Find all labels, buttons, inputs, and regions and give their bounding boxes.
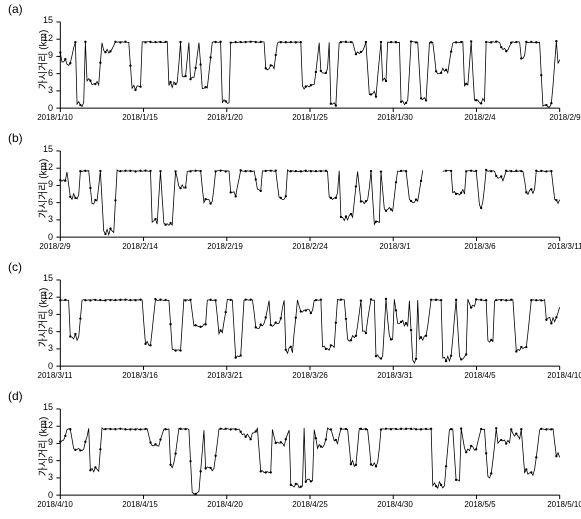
chart-area-d — [55, 407, 565, 495]
xtick-label: 2018/4/15 — [122, 500, 158, 509]
xtick-label: 2018/2/19 — [207, 242, 243, 251]
xtick-label: 2018/1/25 — [292, 113, 328, 122]
xtick-label: 2018/1/15 — [122, 113, 158, 122]
ytick-label: 3 — [33, 473, 53, 482]
panel-label-d: (d) — [8, 389, 23, 403]
ytick-label: 12 — [33, 421, 53, 430]
chart-svg-a — [55, 20, 565, 114]
ytick-label: 9 — [33, 309, 53, 318]
ytick-label: 15 — [33, 16, 53, 25]
xtick-label: 2018/2/9 — [39, 242, 70, 251]
ytick-label: 6 — [33, 198, 53, 207]
xtick-label: 2018/5/5 — [464, 500, 495, 509]
ytick-label: 15 — [33, 145, 53, 154]
chart-svg-b — [55, 149, 565, 243]
panel-label-c: (c) — [8, 260, 22, 274]
xtick-label: 2018/1/10 — [37, 113, 73, 122]
chart-svg-d — [55, 407, 565, 501]
xtick-label: 2018/3/21 — [207, 371, 243, 380]
xtick-label: 2018/2/24 — [292, 242, 328, 251]
xtick-label: 2018/2/14 — [122, 242, 158, 251]
ytick-label: 6 — [33, 327, 53, 336]
ytick-label: 0 — [33, 362, 53, 371]
xtick-label: 2018/4/10 — [547, 371, 581, 380]
xtick-label: 2018/3/11 — [548, 242, 581, 251]
ytick-label: 0 — [33, 233, 53, 242]
xtick-label: 2018/3/1 — [379, 242, 410, 251]
ytick-label: 6 — [33, 69, 53, 78]
xtick-label: 2018/1/20 — [207, 113, 243, 122]
ytick-label: 3 — [33, 86, 53, 95]
panel-a: (a) 가시거리 (km) 03691215 2018/1/102018/1/1… — [0, 2, 581, 130]
ytick-label: 0 — [33, 104, 53, 113]
xtick-label: 2018/3/26 — [292, 371, 328, 380]
chart-area-a — [55, 20, 565, 108]
ytick-label: 9 — [33, 51, 53, 60]
xtick-label: 2018/5/10 — [547, 500, 581, 509]
xtick-label: 2018/3/6 — [464, 242, 495, 251]
chart-area-c — [55, 278, 565, 366]
ytick-label: 9 — [33, 180, 53, 189]
ytick-label: 3 — [33, 215, 53, 224]
ytick-label: 12 — [33, 34, 53, 43]
panel-label-a: (a) — [8, 2, 23, 16]
ytick-label: 6 — [33, 456, 53, 465]
ytick-label: 0 — [33, 491, 53, 500]
xtick-label: 2018/3/16 — [122, 371, 158, 380]
panel-label-b: (b) — [8, 131, 23, 145]
xtick-label: 2018/1/30 — [377, 113, 413, 122]
xtick-label: 2018/3/31 — [377, 371, 413, 380]
ytick-label: 12 — [33, 163, 53, 172]
ytick-label: 9 — [33, 438, 53, 447]
ytick-label: 3 — [33, 344, 53, 353]
xtick-label: 2018/2/9 — [549, 113, 580, 122]
xtick-label: 2018/4/5 — [464, 371, 495, 380]
xtick-label: 2018/4/30 — [377, 500, 413, 509]
panel-d: (d) 가시거리 (km) 03691215 2018/4/102018/4/1… — [0, 389, 581, 517]
ytick-label: 15 — [33, 274, 53, 283]
xtick-label: 2018/2/4 — [464, 113, 495, 122]
ytick-label: 15 — [33, 403, 53, 412]
panel-b: (b) 가시거리 (km) 03691215 2018/2/92018/2/14… — [0, 131, 581, 259]
chart-area-b — [55, 149, 565, 237]
ytick-label: 12 — [33, 292, 53, 301]
xtick-label: 2018/4/25 — [292, 500, 328, 509]
chart-svg-c — [55, 278, 565, 372]
panel-c: (c) 가시거리 (km) 03691215 2018/3/112018/3/1… — [0, 260, 581, 388]
xtick-label: 2018/4/20 — [207, 500, 243, 509]
xtick-label: 2018/3/11 — [38, 371, 73, 380]
xtick-label: 2018/4/10 — [37, 500, 73, 509]
